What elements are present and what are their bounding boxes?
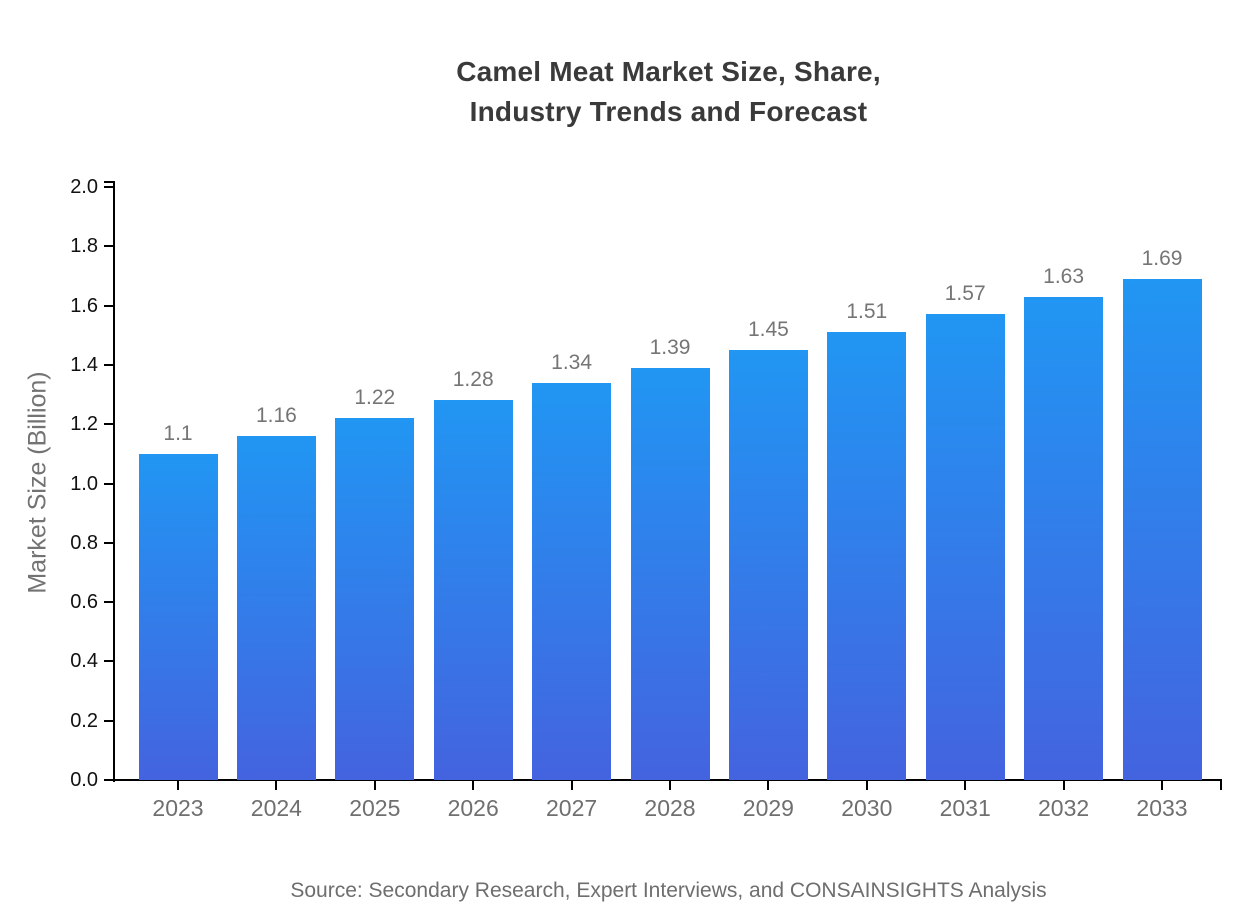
bar-value-label: 1.39 [649,335,691,359]
x-tick-label: 2027 [546,795,598,821]
y-tick-label: 0.6 [70,591,98,614]
bar-value-label: 1.16 [255,404,297,428]
x-tick-label: 2029 [742,795,794,821]
y-axis-tick [104,245,113,248]
y-axis-tick [104,779,113,781]
bar [1024,296,1104,780]
y-tick-label: 1.2 [70,413,98,436]
bar-value-label: 1.63 [1043,264,1085,288]
y-axis-tick [104,186,113,188]
y-axis-tick [104,423,113,426]
y-axis-spine [113,181,115,782]
x-tick-label: 2026 [447,795,499,821]
y-axis-tick [104,363,113,366]
bar-value-label: 1.28 [452,368,494,392]
bar [728,350,808,780]
y-tick-label: 0.0 [70,769,98,791]
bar [138,453,218,780]
chart-title: Camel Meat Market Size, Share, Industry … [115,52,1222,132]
bar [532,382,612,780]
x-axis-tick [570,781,573,790]
x-tick-label: 2025 [349,795,401,821]
x-axis-tick [964,781,967,790]
x-axis-spine [113,779,1222,781]
chart-title-line-1: Camel Meat Market Size, Share, [456,56,881,87]
bar [827,332,907,780]
x-tick-label: 2030 [841,795,893,821]
bar-value-label: 1.51 [846,300,888,324]
bar-value-label: 1.57 [944,282,986,306]
bar-value-label: 1.1 [163,421,193,445]
chart-title-line-2: Industry Trends and Forecast [469,96,868,127]
x-tick-label: 2028 [644,795,696,821]
y-tick-label: 1.8 [70,235,98,258]
y-axis-tick [104,660,113,663]
bar [335,418,415,780]
y-axis-tick [104,304,113,307]
y-tick-label: 0.4 [70,650,98,673]
x-axis-tick [373,781,376,790]
x-tick-label: 2031 [939,795,991,821]
bar [1122,278,1202,780]
y-tick-label: 1.0 [70,472,98,495]
x-axis-tick [177,781,179,790]
y-tick-label: 1.6 [70,294,98,317]
y-tick-label: 0.8 [70,531,98,554]
y-axis-end-tick [104,181,113,183]
y-tick-label: 1.4 [70,353,98,376]
x-axis-tick [1161,781,1163,790]
y-axis-tick [104,601,113,604]
bar [433,400,513,780]
x-axis-tick [767,781,770,790]
bar-value-label: 1.34 [551,350,593,374]
y-axis-tick [104,482,113,485]
y-axis-tick [104,541,113,544]
y-tick-label: 0.2 [70,709,98,732]
x-axis-tick [275,781,278,790]
x-axis-end-tick [1220,781,1222,790]
x-tick-label: 2024 [250,795,302,821]
y-tick-label: 2.0 [70,176,98,198]
bar-value-label: 1.69 [1141,246,1183,270]
bar [236,436,316,780]
bar-value-label: 1.45 [747,318,789,342]
bar [630,367,710,780]
x-tick-label: 2032 [1038,795,1090,821]
y-axis-tick [104,719,113,722]
source-attribution: Source: Secondary Research, Expert Inter… [290,879,1047,902]
x-axis-tick [669,781,671,790]
x-axis-tick [472,781,475,790]
x-axis-tick [1062,781,1065,790]
x-axis-tick [865,781,868,790]
bar [925,314,1005,780]
x-tick-label: 2033 [1136,795,1188,821]
bar-value-label: 1.22 [354,386,396,410]
x-tick-label: 2023 [152,795,204,821]
